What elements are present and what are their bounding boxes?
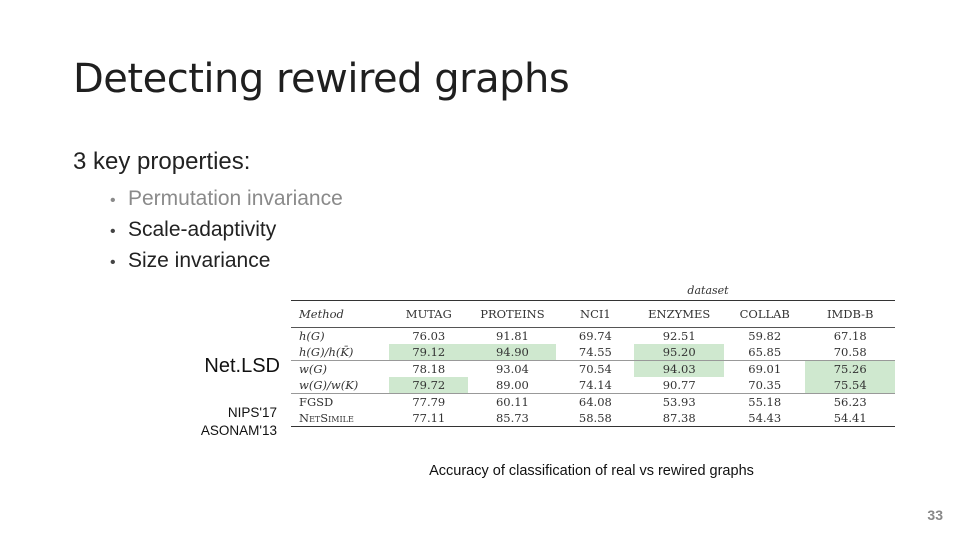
slide-title: Detecting rewired graphs	[73, 56, 570, 102]
table-row: FGSD 77.79 60.11 64.08 53.93 55.18 56.23	[291, 394, 895, 411]
table-row: h(G) 76.03 91.81 69.74 92.51 59.82 67.18	[291, 328, 895, 345]
table-row: NetSimile 77.11 85.73 58.58 87.38 54.43 54.41	[291, 410, 895, 427]
value-cell: 56.23	[833, 395, 867, 409]
netlsd-label: Net.LSD	[204, 355, 280, 377]
header-mutag: MUTAG	[389, 300, 469, 328]
value-cell: 55.18	[748, 395, 782, 409]
asonam-label: ASONAM'13	[200, 423, 277, 438]
value-cell: 59.82	[748, 329, 782, 343]
method-cell: w(G)	[299, 362, 328, 376]
value-cell: 53.93	[662, 395, 696, 409]
value-cell: 90.77	[634, 377, 725, 394]
header-collab: COLLAB	[724, 300, 806, 328]
bullet-permutation-invariance: • Permutation invariance	[110, 183, 343, 214]
value-cell: 87.38	[634, 410, 725, 427]
table-row: w(G) 78.18 93.04 70.54 94.03 69.01 75.26	[291, 360, 895, 377]
value-cell: 74.14	[556, 377, 635, 394]
value-cell: 69.01	[748, 362, 782, 376]
header-nci1: NCI1	[556, 300, 635, 328]
value-cell: 92.51	[662, 329, 696, 343]
value-cell: 85.73	[468, 410, 557, 427]
value-cell: 79.72	[389, 377, 469, 394]
value-cell: 69.74	[578, 329, 612, 343]
table-body: h(G) 76.03 91.81 69.74 92.51 59.82 67.18 h(G)/h…	[291, 328, 895, 427]
bullet-size-invariance: • Size invariance	[110, 245, 343, 276]
value-cell: 95.20	[634, 344, 725, 361]
header-enzymes: ENZYMES	[634, 300, 725, 328]
bullet-icon: •	[110, 223, 116, 240]
value-cell: 78.18	[412, 362, 446, 376]
table-row: h(G)/h(K̄) 79.12 94.90 74.55 95.20 65.85 70.58	[291, 344, 895, 361]
value-cell: 70.35	[724, 377, 806, 394]
value-cell: 54.41	[805, 410, 895, 427]
value-cell: 58.58	[556, 410, 635, 427]
value-cell: 79.12	[389, 344, 469, 361]
properties-heading: 3 key properties:	[73, 148, 251, 175]
table-header-row: Method MUTAG PROTEINS NCI1 ENZYMES COLLA…	[291, 300, 895, 328]
results-table-wrapper: dataset Method MUTAG PROTEINS NCI1 ENZYM…	[291, 284, 895, 427]
value-cell: 65.85	[724, 344, 806, 361]
bullet-text: Size invariance	[128, 249, 271, 272]
method-cell: w(G)/w(K)	[291, 377, 390, 394]
value-cell: 76.03	[412, 329, 446, 343]
value-cell: 75.54	[805, 377, 895, 394]
bullet-text: Scale-adaptivity	[128, 218, 277, 241]
value-cell: 94.03	[634, 360, 725, 377]
bullet-icon: •	[110, 254, 116, 271]
bullet-icon: •	[110, 192, 116, 209]
dataset-group-label: dataset	[687, 284, 729, 297]
value-cell: 77.11	[389, 410, 469, 427]
value-cell: 70.54	[578, 362, 612, 376]
value-cell: 75.26	[805, 360, 895, 377]
method-cell: h(G)	[299, 329, 325, 343]
method-cell: h(G)/h(K̄)	[291, 344, 390, 361]
value-cell: 93.04	[495, 362, 529, 376]
table-caption: Accuracy of classification of real vs re…	[429, 463, 754, 479]
value-cell: 70.58	[805, 344, 895, 361]
results-table: Method MUTAG PROTEINS NCI1 ENZYMES COLLA…	[291, 300, 895, 427]
header-method: Method	[291, 300, 390, 328]
value-cell: 74.55	[556, 344, 635, 361]
value-cell: 67.18	[833, 329, 867, 343]
bullet-scale-adaptivity: • Scale-adaptivity	[110, 214, 343, 245]
value-cell: 64.08	[578, 395, 612, 409]
value-cell: 54.43	[724, 410, 806, 427]
value-cell: 60.11	[495, 395, 529, 409]
value-cell: 89.00	[468, 377, 557, 394]
nips-label: NIPS'17	[227, 405, 277, 420]
header-proteins: PROTEINS	[468, 300, 557, 328]
bullet-text: Permutation invariance	[128, 187, 343, 210]
value-cell: 91.81	[495, 329, 529, 343]
page-number: 33	[927, 507, 943, 523]
table-row: w(G)/w(K) 79.72 89.00 74.14 90.77 70.35 75.54	[291, 377, 895, 394]
method-cell: NetSimile	[291, 410, 390, 427]
value-cell: 94.90	[468, 344, 557, 361]
header-imdb-b: IMDB-B	[805, 300, 895, 328]
method-cell: FGSD	[299, 395, 334, 409]
properties-list: • Permutation invariance • Scale-adaptivit…	[110, 183, 343, 276]
value-cell: 77.79	[412, 395, 446, 409]
